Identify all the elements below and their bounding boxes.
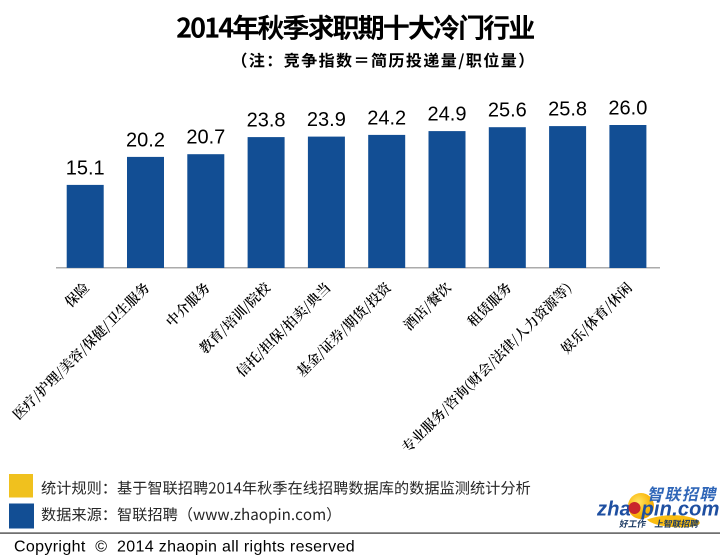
svg-text:25.6: 25.6	[488, 100, 527, 122]
svg-text:15.1: 15.1	[66, 157, 105, 179]
svg-text:23.8: 23.8	[247, 110, 286, 132]
svg-text:25.8: 25.8	[548, 99, 587, 121]
svg-text:24.9: 24.9	[428, 104, 467, 126]
svg-text:24.2: 24.2	[367, 107, 406, 129]
svg-text:zha: zha	[596, 499, 631, 521]
svg-text:Copyright © 2014 zhaopin all: Copyright © 2014 zhaopin all rights rese…	[14, 539, 355, 556]
svg-text:pin.com: pin.com	[641, 499, 720, 521]
svg-text:26.0: 26.0	[608, 98, 647, 120]
svg-text:20.2: 20.2	[126, 129, 165, 151]
svg-text:23.9: 23.9	[307, 109, 346, 131]
svg-text:20.7: 20.7	[186, 127, 225, 149]
